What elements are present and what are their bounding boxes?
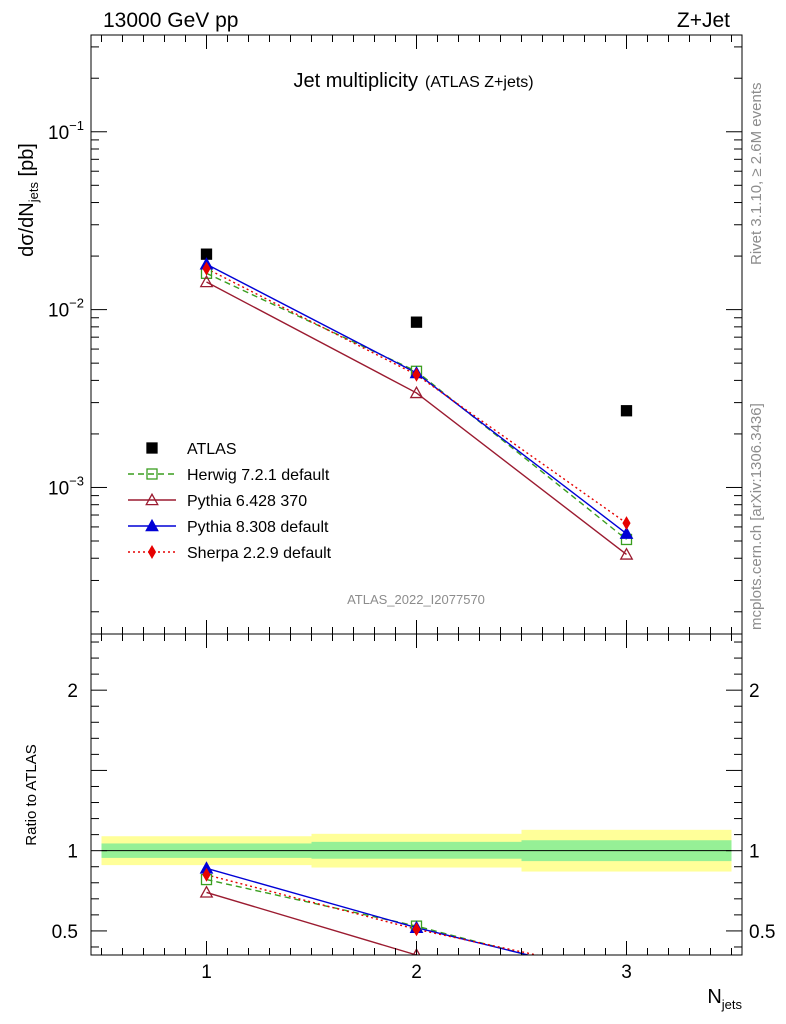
main-panel: 10−3 10−2 10−1 Jet multiplicity (ATLAS Z+j… <box>16 34 743 635</box>
atlas-point <box>620 405 633 417</box>
ratio-series-markers <box>199 861 424 955</box>
ratio-panel: 1 2 3 0.5 0.5 1 1 2 2 Ratio to ATLAS Njets <box>23 633 775 1012</box>
sherpa-2-2-9-default-point <box>622 516 631 531</box>
legend-marker <box>146 442 158 454</box>
pythia-6-428-370-ratio-line <box>206 891 422 955</box>
legend-marker <box>145 492 159 506</box>
main-series-lines <box>206 263 627 556</box>
ratio-axes: 1 2 3 0.5 0.5 1 1 2 2 <box>52 633 775 983</box>
legend-item-herwig-7-2-1-default: Herwig 7.2.1 default <box>128 467 330 484</box>
chart-subtitle: (ATLAS Z+jets) <box>425 74 534 91</box>
y-tick-label: 10−3 <box>48 473 84 499</box>
sherpa-2-2-9-default-point <box>412 367 421 382</box>
legend-label: Sherpa 2.2.9 default <box>187 545 332 562</box>
atlas-point <box>410 316 423 328</box>
ratio-y-tick-label: 2 <box>67 681 78 702</box>
ratio-frame <box>90 633 743 956</box>
y-tick-label: 10−2 <box>48 296 84 322</box>
legend-marker <box>147 545 157 559</box>
mcplots-reference-label: mcplots.cern.ch [arXiv:1306.3436] <box>748 403 765 630</box>
sherpa-2-2-9-default-point <box>202 261 211 276</box>
sherpa-2-2-9-default-ratio-point <box>412 922 421 937</box>
pythia-6-428-370-ratio-point <box>412 947 421 955</box>
pythia-6-428-370-ratio-point <box>199 885 214 898</box>
x-tick-label: 1 <box>201 962 212 983</box>
legend-label: ATLAS <box>187 441 237 458</box>
legend: ATLAS Herwig 7.2.1 default Pythia 6.428 37… <box>128 441 332 562</box>
pythia-6-428-370-point <box>199 274 214 288</box>
x-axis-label: Njets <box>707 986 742 1012</box>
main-series-markers <box>199 248 634 560</box>
sherpa-2-2-9-default-ratio-point <box>202 867 211 882</box>
y-axis-label: dσ/dNjets [pb] <box>16 143 41 257</box>
legend-label: Pythia 8.308 default <box>187 519 329 536</box>
rivet-version-label: Rivet 3.1.10, ≥ 2.6M events <box>748 83 765 266</box>
pythia-6-428-370-line <box>206 281 627 556</box>
legend-marker <box>145 518 159 532</box>
legend-item-sherpa-2-2-9-default: Sherpa 2.2.9 default <box>128 545 332 562</box>
pythia-6-428-370-point <box>409 385 424 399</box>
chart-title: Jet multiplicity <box>294 70 418 92</box>
header-energy-label: 13000 GeV pp <box>103 9 238 32</box>
header-process-label: Z+Jet <box>677 9 730 32</box>
pythia-8-308-default-point <box>619 526 634 539</box>
legend-item-pythia-6-428-370: Pythia 6.428 370 <box>128 492 307 510</box>
legend-label: Herwig 7.2.1 default <box>187 467 330 484</box>
ratio-y-tick-label-right: 1 <box>749 842 760 863</box>
ratio-y-tick-label-right: 2 <box>749 681 760 702</box>
y-tick-label: 10−1 <box>48 118 84 144</box>
legend-item-pythia-8-308-default: Pythia 8.308 default <box>128 518 329 536</box>
ratio-y-tick-label-right: 0.5 <box>749 922 775 943</box>
ratio-y-axis-label: Ratio to ATLAS <box>23 744 40 845</box>
legend-label: Pythia 6.428 370 <box>187 493 307 510</box>
x-tick-label: 3 <box>621 962 632 983</box>
analysis-id-label: ATLAS_2022_I2077570 <box>347 592 485 607</box>
main-axes: 10−3 10−2 10−1 <box>48 34 743 635</box>
pythia-6-428-370-point <box>619 547 634 560</box>
ratio-y-tick-label: 0.5 <box>52 922 78 943</box>
ratio-y-tick-label: 1 <box>67 842 78 863</box>
legend-item-atlas: ATLAS <box>146 441 237 458</box>
legend-marker <box>146 468 158 480</box>
uncertainty-bands <box>101 829 732 872</box>
x-tick-label: 2 <box>411 962 422 983</box>
